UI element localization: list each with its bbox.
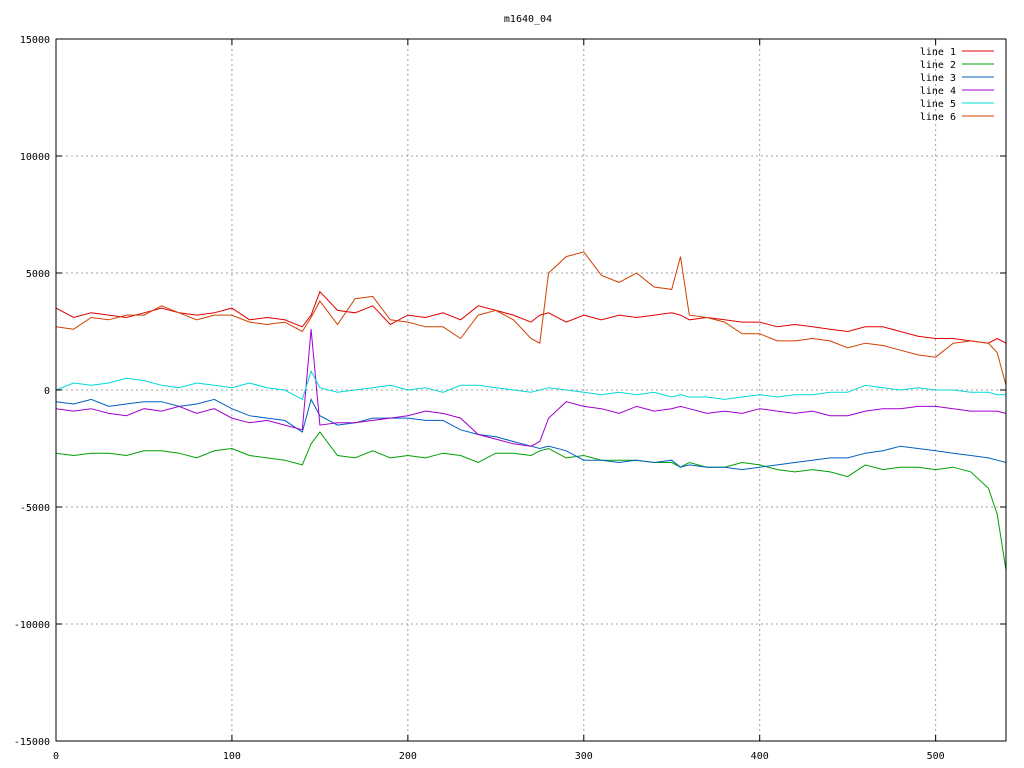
series-line-1 (55, 290, 1007, 344)
legend-label: line 1 (920, 47, 956, 58)
axis-layer: -15000 -10000 -5000 0 5000 10000 15000 0 100 200 3… (14, 35, 1006, 762)
series-line-6 (55, 251, 1007, 386)
x-tick-label: 500 (927, 751, 945, 762)
y-tick-label: 0 (44, 386, 50, 397)
chart-title: m1640_04 (504, 14, 552, 25)
x-tick-label: 100 (223, 751, 241, 762)
legend-label: line 3 (920, 73, 956, 84)
y-tick-label: -5000 (20, 503, 50, 514)
legend-label: line 2 (920, 60, 956, 71)
series-layer (55, 251, 1007, 571)
series-line-2 (55, 431, 1007, 571)
x-tick-label: 0 (53, 751, 59, 762)
x-tick-label: 400 (751, 751, 769, 762)
legend-label: line 6 (920, 112, 956, 123)
series-line-4 (55, 329, 1007, 447)
y-tick-label: -10000 (14, 620, 50, 631)
x-tick-label: 300 (575, 751, 593, 762)
series-line-3 (55, 398, 1007, 471)
x-tick-label: 200 (399, 751, 417, 762)
grid-layer (56, 39, 1006, 741)
y-tick-label: -15000 (14, 737, 50, 748)
y-tick-label: 10000 (20, 152, 50, 163)
legend-label: line 5 (920, 99, 956, 110)
legend: line 1 line 2 line 3 line 4 line 5 line 6 (920, 47, 994, 123)
y-tick-label: 5000 (26, 269, 50, 280)
y-tick-label: 15000 (20, 35, 50, 46)
series-line-5 (55, 370, 1006, 401)
legend-label: line 4 (920, 86, 956, 97)
